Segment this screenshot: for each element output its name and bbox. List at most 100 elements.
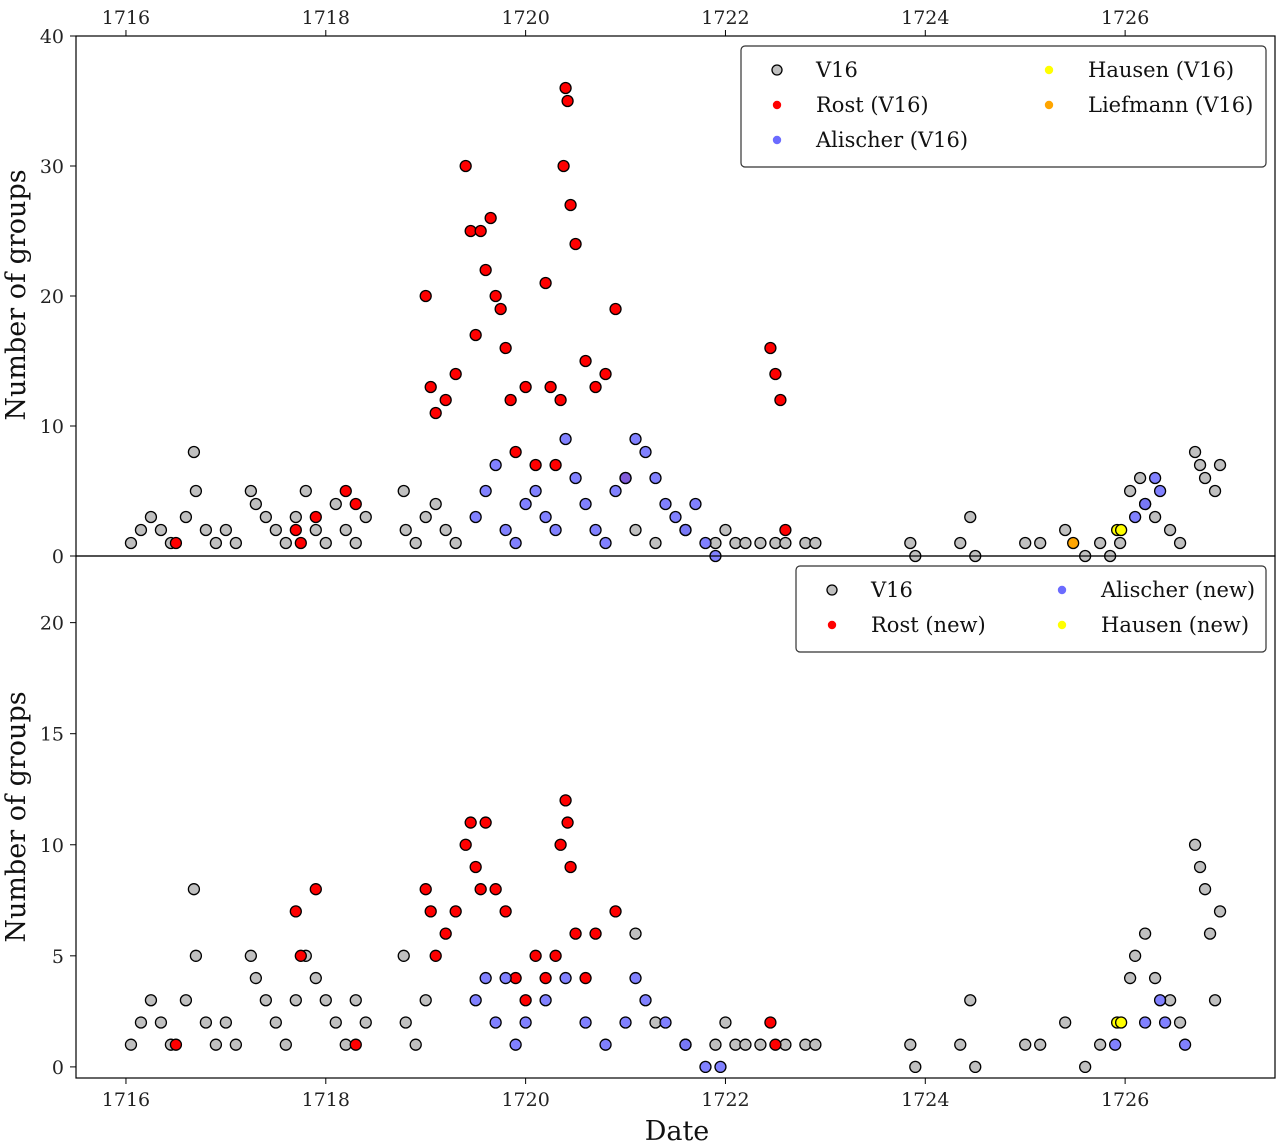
data-point-v16 bbox=[399, 1016, 412, 1029]
bottom-y-tick-label: 20 bbox=[40, 613, 64, 635]
data-point-v16 bbox=[319, 994, 332, 1007]
data-point-v16 bbox=[1123, 484, 1137, 498]
data-point-rost-v16 bbox=[469, 328, 482, 342]
data-point-alischer-v16 bbox=[629, 432, 642, 446]
data-point-v16 bbox=[1198, 883, 1212, 896]
data-point-v16 bbox=[719, 1016, 732, 1029]
bottom-y-axis-label: Number of groups bbox=[1, 691, 32, 942]
data-point-rost-v16 bbox=[429, 406, 442, 420]
data-point-v16 bbox=[179, 994, 193, 1007]
data-point-v16 bbox=[229, 536, 243, 550]
data-point-v16 bbox=[969, 1060, 982, 1074]
data-point-alischer-new bbox=[469, 994, 482, 1007]
data-point-v16 bbox=[904, 1038, 917, 1051]
data-point-v16 bbox=[1019, 1038, 1032, 1051]
top-x-tick-label: 1718 bbox=[302, 7, 350, 29]
top-legend-marker bbox=[772, 100, 782, 110]
top-x-tick-label: 1716 bbox=[102, 7, 150, 29]
data-point-alischer-v16 bbox=[689, 497, 702, 511]
data-point-rost-new bbox=[419, 883, 432, 896]
data-point-rost-v16 bbox=[554, 393, 567, 407]
top-panel: 1716 1718 1720 1722 1724 1726 0 10 20 30 40 V16 Ros… bbox=[1, 7, 1276, 568]
data-point-alischer-new bbox=[509, 1038, 522, 1051]
data-point-v16 bbox=[359, 510, 372, 524]
bottom-axes: 1716 1718 1720 1722 1724 1726 0 5 10 15 20 bbox=[40, 613, 1149, 1111]
data-point-v16 bbox=[144, 510, 158, 524]
data-point-v16 bbox=[397, 484, 410, 498]
data-point-rost-new bbox=[294, 949, 307, 962]
data-point-v16 bbox=[1213, 458, 1227, 472]
data-point-rost-v16 bbox=[449, 367, 462, 381]
data-point-v16 bbox=[269, 523, 282, 537]
top-legend-label: Alischer (V16) bbox=[815, 128, 968, 152]
data-point-v16 bbox=[904, 536, 917, 550]
top-legend-box bbox=[740, 45, 1267, 168]
data-point-v16 bbox=[219, 523, 233, 537]
data-point-v16 bbox=[739, 1038, 752, 1051]
data-point-alischer-v16 bbox=[559, 432, 572, 446]
data-point-v16 bbox=[909, 1060, 922, 1074]
bottom-legend-label: Rost (new) bbox=[871, 613, 986, 637]
data-point-rost-new bbox=[424, 905, 437, 918]
data-point-alischer-v16 bbox=[1153, 484, 1167, 498]
data-point-v16 bbox=[1193, 458, 1207, 472]
data-point-alischer-new bbox=[479, 971, 492, 985]
data-point-alischer-new bbox=[599, 1038, 612, 1051]
data-point-rost-new bbox=[459, 838, 472, 851]
data-point-rost-v16 bbox=[489, 289, 502, 303]
data-point-v16 bbox=[299, 484, 312, 498]
data-point-v16 bbox=[1188, 838, 1202, 851]
data-point-v16 bbox=[329, 1016, 342, 1029]
bottom-y-tick-label: 10 bbox=[40, 835, 64, 857]
top-y-axis-label: Number of groups bbox=[1, 169, 32, 420]
data-point-v16 bbox=[1193, 860, 1207, 874]
data-point-v16 bbox=[124, 1038, 138, 1051]
data-point-v16 bbox=[964, 510, 977, 524]
data-point-v16 bbox=[449, 536, 462, 550]
data-point-alischer-new bbox=[1108, 1038, 1122, 1051]
data-point-alischer-new bbox=[699, 1060, 712, 1074]
data-point-alischer-v16 bbox=[529, 484, 542, 498]
data-point-alischer-v16 bbox=[589, 523, 602, 537]
x-axis-label: Date bbox=[645, 1116, 710, 1144]
data-point-alischer-v16 bbox=[509, 536, 522, 550]
data-point-v16 bbox=[1093, 1038, 1107, 1051]
data-point-alischer-v16 bbox=[659, 497, 672, 511]
data-point-v16 bbox=[259, 510, 272, 524]
data-point-rost-new bbox=[439, 927, 452, 940]
top-y-tick-label: 20 bbox=[40, 286, 64, 308]
top-legend-marker bbox=[1044, 100, 1054, 110]
data-point-rost-new bbox=[464, 816, 477, 829]
top-legend: V16 Rost (V16) Alischer (V16) Hausen (V16) L… bbox=[740, 45, 1267, 168]
bottom-legend: V16 Rost (new) Alischer (new) Hausen (new) bbox=[795, 565, 1267, 653]
data-point-alischer-new bbox=[1153, 994, 1167, 1007]
data-point-alischer-new bbox=[519, 1016, 532, 1029]
data-point-rost-v16 bbox=[769, 367, 782, 381]
data-point-rost-v16 bbox=[499, 341, 512, 355]
data-point-rost-v16 bbox=[539, 276, 552, 290]
data-point-v16 bbox=[954, 1038, 967, 1051]
data-point-rost-new bbox=[519, 994, 532, 1007]
data-point-alischer-v16 bbox=[499, 523, 512, 537]
data-point-alischer-v16 bbox=[549, 523, 562, 537]
top-axes: 1716 1718 1720 1722 1724 1726 0 10 20 30 40 bbox=[40, 7, 1149, 568]
top-y-tick-label: 0 bbox=[52, 546, 64, 568]
data-point-alischer-v16 bbox=[479, 484, 492, 498]
data-point-v16 bbox=[429, 497, 442, 511]
data-point-v16 bbox=[244, 949, 258, 962]
top-legend-label: Hausen (V16) bbox=[1088, 58, 1234, 82]
data-point-v16 bbox=[209, 1038, 223, 1051]
data-point-v16 bbox=[779, 536, 792, 550]
data-point-v16 bbox=[719, 523, 732, 537]
top-x-tick-label: 1720 bbox=[501, 7, 549, 29]
data-point-alischer-new bbox=[559, 971, 572, 985]
top-data-points bbox=[124, 81, 1227, 563]
bottom-x-tick-label: 1722 bbox=[701, 1089, 749, 1111]
data-point-rost-new bbox=[579, 971, 592, 985]
bottom-legend-label: V16 bbox=[870, 578, 913, 602]
data-point-rost-v16 bbox=[474, 224, 487, 238]
data-point-v16 bbox=[1019, 536, 1032, 550]
top-y-tick-label: 10 bbox=[40, 416, 64, 438]
data-point-rost-v16 bbox=[439, 393, 452, 407]
data-point-v16 bbox=[419, 994, 432, 1007]
